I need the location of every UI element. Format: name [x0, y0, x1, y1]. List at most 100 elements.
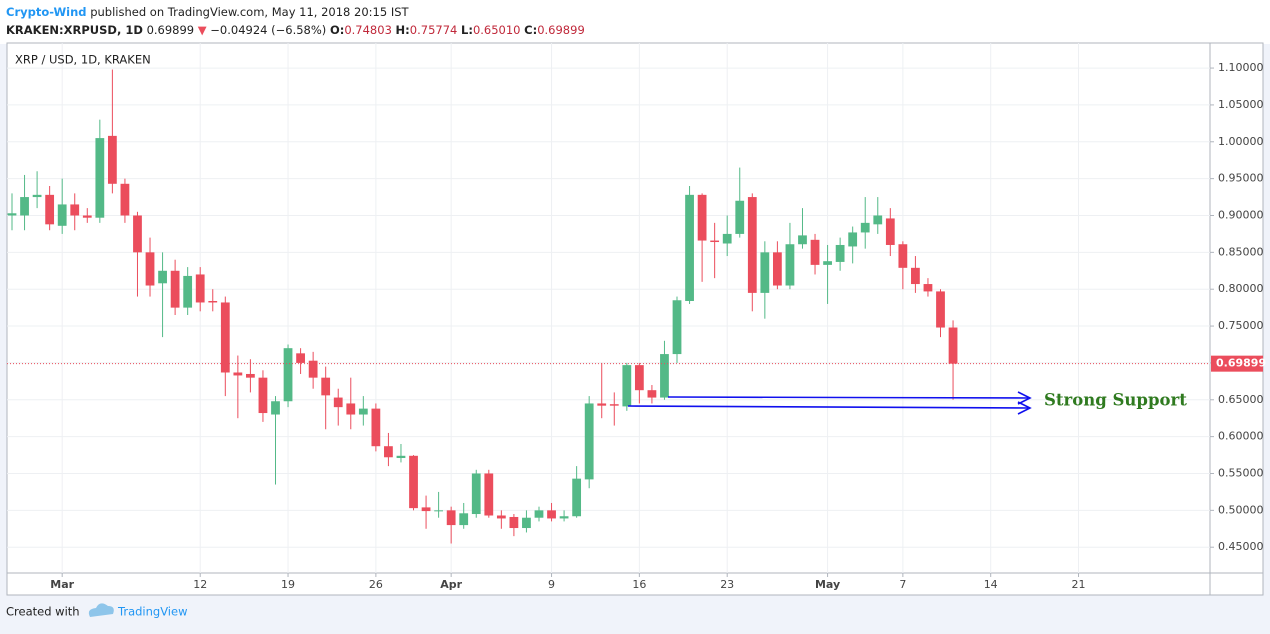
candle-body [785, 244, 795, 286]
footer-brand[interactable]: TradingView [117, 605, 187, 619]
candle-body [82, 215, 92, 218]
y-tick-label: 1.00000 [1218, 135, 1264, 148]
x-tick-label: 21 [1072, 578, 1086, 591]
header-line-1: Crypto-Wind published on TradingView.com… [6, 5, 410, 19]
candle-body [860, 222, 870, 233]
candle-body [697, 194, 707, 241]
candle-body [446, 510, 456, 526]
author[interactable]: Crypto-Wind [6, 5, 87, 19]
o: 0.74803 [344, 23, 392, 37]
candle-body [471, 473, 481, 515]
l-label: L: [461, 23, 473, 37]
candle-body [948, 327, 958, 364]
candle-body [396, 455, 406, 459]
x-tick-label: 9 [548, 578, 555, 591]
x-tick-label: 7 [899, 578, 906, 591]
candle-body [20, 197, 29, 216]
candle-body [32, 194, 42, 198]
y-tick-label: 0.75000 [1218, 319, 1264, 332]
c: 0.69899 [537, 23, 585, 37]
c-label: C: [524, 23, 537, 37]
candle-body [622, 365, 632, 407]
candle-body [634, 365, 644, 391]
x-tick-label: Apr [440, 578, 462, 591]
last-price-tag [1211, 355, 1263, 372]
candle-body [835, 244, 845, 262]
chart-area [6, 42, 1264, 596]
y-tick-label: 0.50000 [1218, 503, 1264, 516]
candle-body [735, 200, 745, 234]
y-tick-label: 0.65000 [1218, 393, 1264, 406]
candle-body [271, 401, 280, 415]
x-tick-label: 19 [281, 578, 295, 591]
y-tick-label: 0.85000 [1218, 245, 1264, 258]
candle-body [409, 455, 418, 509]
y-tick-label: 0.95000 [1218, 172, 1264, 185]
candle-body [283, 348, 293, 402]
x-tick-label: Mar [50, 578, 74, 591]
candle-body [195, 274, 205, 303]
header-line-2: KRAKEN:XRPUSD, 1D 0.69899 ▼ −0.04924 (−6… [6, 23, 585, 37]
symbol: KRAKEN:XRPUSD, 1D [6, 23, 143, 37]
arrow [627, 405, 1029, 409]
candle-body [233, 372, 243, 376]
published: published on TradingView.com, May 11, 20… [90, 5, 409, 19]
footer-created: Created with [6, 605, 80, 619]
x-tick-label: May [815, 578, 840, 591]
arrow-head [1017, 391, 1032, 405]
candle-body [936, 291, 945, 328]
candle-body [559, 516, 569, 519]
candle-body [246, 373, 255, 378]
candle-body [421, 507, 431, 512]
y-tick-label: 0.90000 [1218, 208, 1264, 221]
candle-body [747, 197, 757, 293]
candle-body [547, 510, 556, 519]
candle-body [296, 353, 305, 363]
candle-body [7, 213, 17, 216]
candle-body [848, 232, 858, 247]
candle-body [898, 244, 908, 268]
candle-body [145, 252, 155, 286]
arrow-head [1017, 401, 1032, 415]
y-tick-label: 0.45000 [1218, 540, 1264, 553]
arrow [667, 396, 1029, 399]
candle-body [333, 397, 343, 408]
logo[interactable] [88, 603, 114, 617]
annotation: Strong Support [1044, 391, 1187, 410]
candle-body [459, 513, 469, 526]
y-tick-label: 0.80000 [1218, 282, 1264, 295]
candle-body [170, 270, 180, 308]
candle-body [923, 284, 933, 292]
candle-body [672, 300, 682, 355]
grid [7, 43, 1214, 577]
h: 0.75774 [410, 23, 458, 37]
candle-body [45, 194, 55, 225]
candle-body [95, 138, 105, 218]
y-tick-label: 1.05000 [1218, 98, 1264, 111]
candle-body [873, 215, 883, 225]
candle-body [660, 354, 669, 398]
candle-body [70, 204, 80, 216]
candle-body [308, 360, 318, 378]
candle-body [57, 204, 67, 226]
candle-body [346, 403, 356, 415]
candle-body [572, 478, 582, 517]
candle-body [496, 515, 506, 519]
candle-body [885, 218, 895, 245]
candle-body [371, 408, 381, 447]
candle-body [358, 408, 368, 415]
candle-body [321, 377, 331, 396]
candle-body [534, 510, 544, 518]
candle-body [609, 404, 619, 406]
candle-body [597, 403, 607, 406]
candle-body [509, 516, 519, 529]
change: −0.04924 (−6.58%) [210, 23, 326, 37]
marks [7, 69, 1210, 544]
candle-body [760, 252, 770, 293]
y-tick-label: 1.10000 [1218, 61, 1264, 74]
candle-body [647, 390, 657, 398]
candle-body [772, 252, 782, 286]
chart-title: XRP / USD, 1D, KRAKEN [15, 53, 151, 67]
l: 0.65010 [473, 23, 521, 37]
